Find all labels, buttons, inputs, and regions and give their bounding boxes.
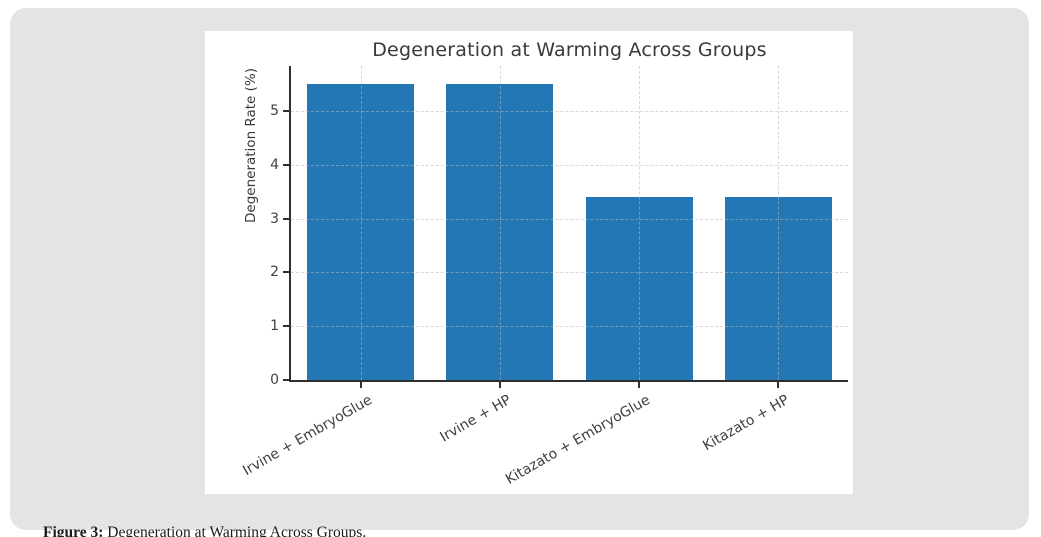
x-tick-mark [359,382,362,388]
x-tick-label: Irvine + EmbryoGlue [239,392,375,480]
x-tick-label: Kitazato + EmbryoGlue [503,392,654,488]
y-tick-mark [283,271,289,274]
y-tick-mark [283,110,289,113]
v-gridline [778,66,780,380]
x-tick-label: Irvine + HP [437,392,514,446]
x-tick-mark [638,382,641,388]
x-tick-mark [498,382,501,388]
x-tick-label: Kitazato + HP [700,392,793,455]
y-tick-mark [283,163,289,166]
y-tick-mark [283,217,289,220]
y-axis-label: Degeneration Rate (%) [243,67,259,223]
plot-area: 0 1 2 3 4 5 Irvine + EmbryoGlue Irvine + HP Kita… [240,66,848,488]
y-axis-spine [289,66,291,382]
y-tick-label: 0 [270,372,279,388]
h-gridline [291,164,848,166]
y-tick-mark [283,325,289,328]
v-gridline [639,66,641,380]
figure-caption-text: Degeneration at Warming Across Groups. [103,523,367,537]
h-gridline [291,111,848,113]
v-gridline [499,66,501,380]
h-gridline [291,326,848,328]
y-tick-label: 2 [270,264,279,281]
x-tick-mark [777,382,780,388]
h-gridline [291,218,848,220]
figure-caption-prefix: Figure 3: [43,523,104,537]
chart-figure: Degeneration at Warming Across Groups De… [205,31,853,494]
y-tick-label: 3 [270,210,279,227]
y-tick-label: 4 [270,156,279,173]
x-axis-spine [289,380,848,382]
v-gridline [360,66,362,380]
y-tick-mark [283,379,289,381]
figure-card: Degeneration at Warming Across Groups De… [10,8,1029,537]
chart-title: Degeneration at Warming Across Groups [372,39,767,61]
y-tick-label: 5 [270,103,279,120]
figure-caption: Figure 3: Degeneration at Warming Across… [43,524,366,537]
h-gridline [291,272,848,274]
y-tick-label: 1 [270,318,279,335]
